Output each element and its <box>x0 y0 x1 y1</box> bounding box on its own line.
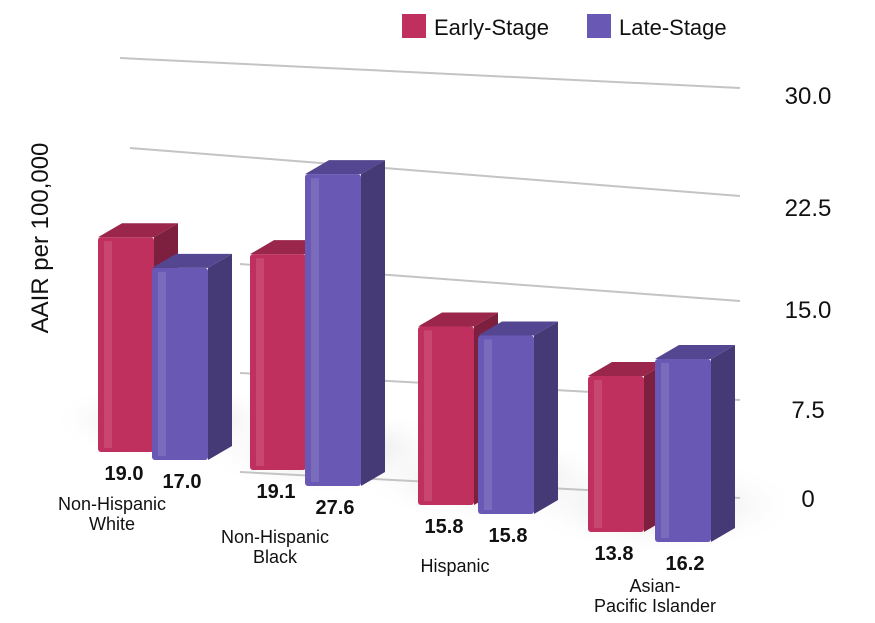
bar-front <box>250 254 306 470</box>
bar-top <box>588 362 668 377</box>
bars <box>98 160 735 542</box>
y-tick-label: 15.0 <box>785 297 832 324</box>
legend: Early-Stage Late-Stage <box>402 14 727 40</box>
legend-swatch <box>402 14 426 38</box>
y-tick-label: 7.5 <box>791 397 824 424</box>
bar-highlight <box>424 330 432 501</box>
bar-front <box>152 267 208 460</box>
bar-highlight <box>594 380 602 528</box>
bar-front <box>588 376 644 532</box>
legend-swatch <box>587 14 611 38</box>
bar-highlight <box>256 258 264 466</box>
value-label: 27.6 <box>316 497 355 519</box>
category-label: Non-Hispanic White <box>58 494 166 534</box>
value-label: 15.8 <box>489 525 528 547</box>
value-labels: 19.0 17.0 19.1 27.6 15.8 15.8 13.8 16.2 <box>105 463 705 575</box>
y-tick-label: 22.5 <box>785 195 832 222</box>
category-label: Hispanic <box>420 556 489 576</box>
bar-front <box>655 358 711 542</box>
bar <box>305 160 385 486</box>
gridline <box>119 57 741 89</box>
bar-top <box>655 344 735 359</box>
value-label: 17.0 <box>163 471 202 493</box>
bar-side <box>361 160 385 486</box>
category-label: Asian-Pacific Islander <box>594 576 716 616</box>
y-axis-label: AAIR per 100,000 <box>27 143 54 334</box>
legend-label: Late-Stage <box>619 15 727 40</box>
value-label: 16.2 <box>666 553 705 575</box>
category-label: Non-Hispanic Black <box>221 527 329 567</box>
bar <box>655 344 735 542</box>
value-label: 13.8 <box>595 543 634 565</box>
bar-side <box>534 321 558 514</box>
bar-highlight <box>158 271 166 456</box>
bar-front <box>418 326 474 505</box>
bar-front <box>98 237 154 452</box>
bar-side <box>711 344 735 542</box>
legend-label: Early-Stage <box>434 15 549 40</box>
value-label: 19.1 <box>257 481 296 503</box>
y-axis-ticks: 0 7.5 15.0 22.5 30.0 <box>785 83 832 513</box>
bar-side <box>208 253 232 460</box>
value-label: 19.0 <box>105 463 144 485</box>
bar-top <box>418 312 498 327</box>
bar-top <box>98 223 178 238</box>
bar-highlight <box>484 339 492 510</box>
bar-highlight <box>311 178 319 482</box>
gridline <box>129 147 741 197</box>
bar-highlight <box>104 241 112 448</box>
bar-highlight <box>661 362 669 538</box>
bar-front <box>478 335 534 514</box>
category-labels: Non-Hispanic White Non-Hispanic Black Hispan… <box>58 494 716 616</box>
bar-top <box>152 253 232 268</box>
bar <box>478 321 558 514</box>
value-label: 15.8 <box>425 516 464 538</box>
bar-top <box>305 160 385 175</box>
bar-front <box>305 174 361 486</box>
bar <box>152 253 232 460</box>
y-tick-label: 30.0 <box>785 83 832 110</box>
bar-top <box>478 321 558 336</box>
y-tick-label: 0 <box>801 486 814 513</box>
